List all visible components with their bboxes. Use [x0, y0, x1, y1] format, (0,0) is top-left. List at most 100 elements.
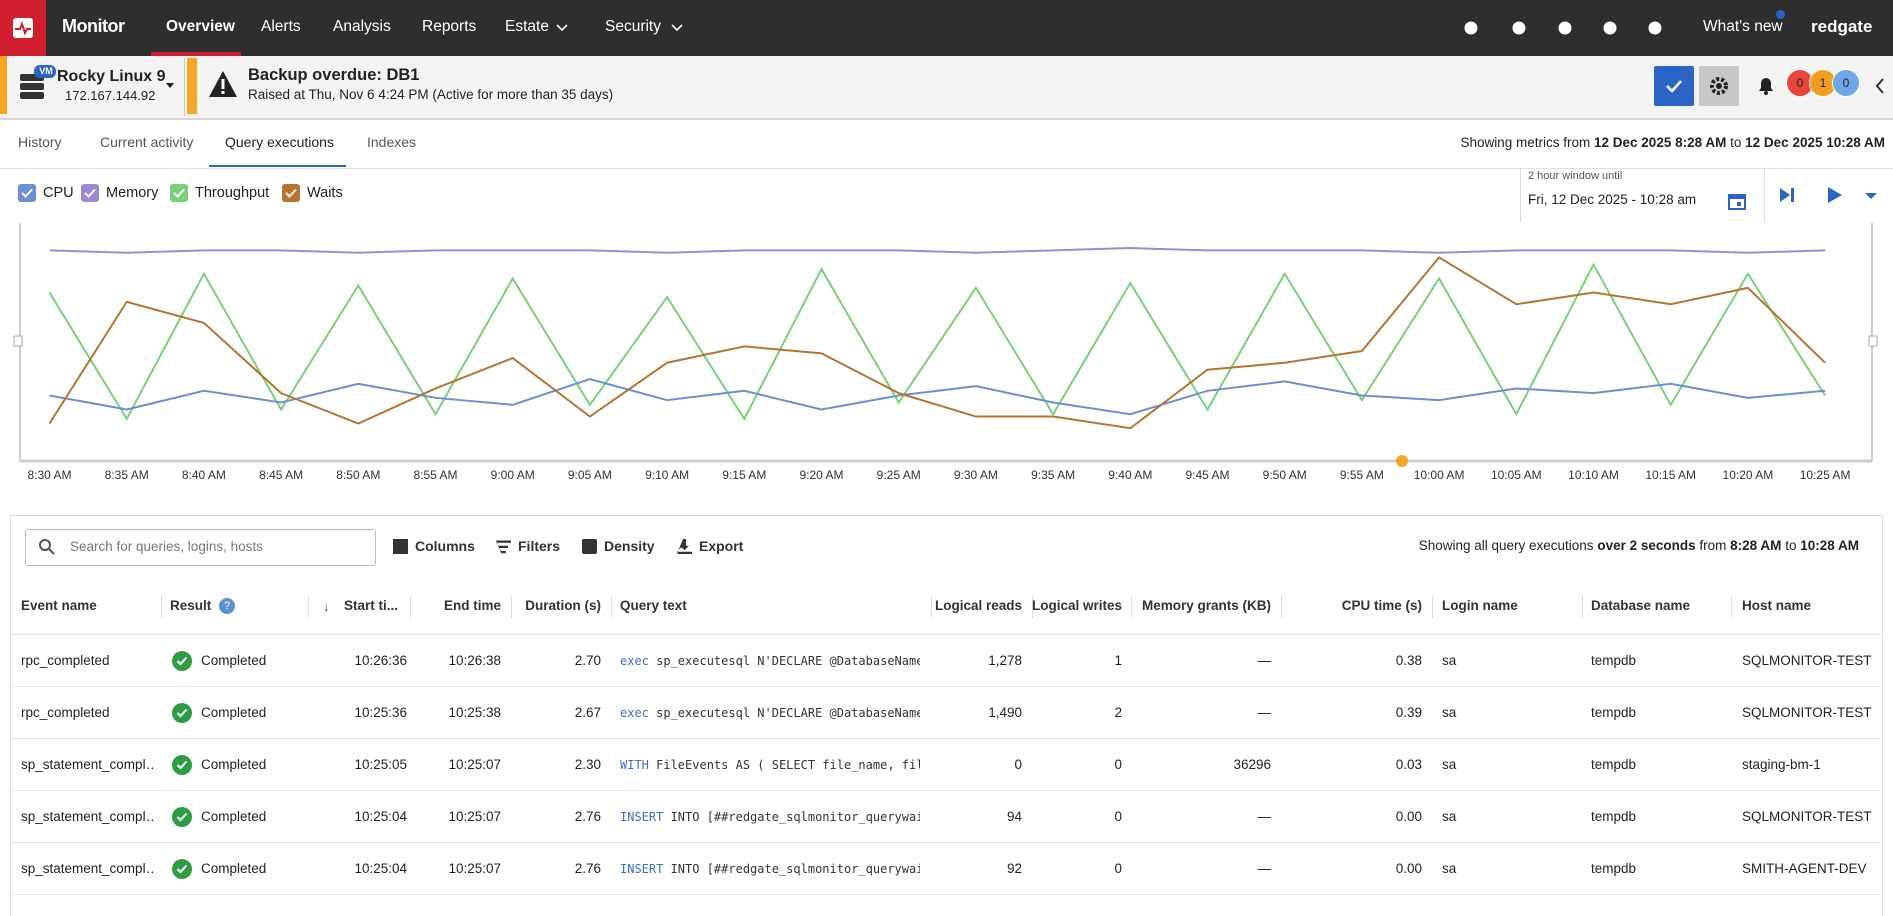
cell: 0.39 [1282, 705, 1422, 720]
column-header[interactable]: Logical writes [1032, 598, 1122, 613]
cell: sp_statement_compl… [21, 809, 156, 824]
calendar-icon[interactable] [1727, 191, 1747, 211]
row-line [10, 738, 1881, 739]
column-header[interactable]: Start ti... [344, 598, 407, 613]
check [282, 184, 300, 202]
legend-checkbox[interactable] [282, 184, 300, 202]
x-tick-label: 8:40 AM [182, 468, 226, 482]
legend-label[interactable]: Memory [106, 185, 158, 201]
alert-count[interactable]: 0 [1832, 69, 1860, 97]
column-header[interactable]: Login name [1442, 598, 1577, 613]
nav-item[interactable]: Overview [166, 18, 235, 36]
legend-label[interactable]: Waits [307, 185, 343, 201]
check [172, 755, 192, 775]
tab[interactable]: History [18, 134, 62, 150]
cell: SQLMONITOR-TEST [1742, 809, 1877, 824]
legend-checkbox[interactable] [18, 184, 36, 202]
cell: sa [1442, 861, 1577, 876]
column-header[interactable]: Database name [1591, 598, 1726, 613]
help-icon[interactable]: ? [219, 598, 235, 614]
nav-item[interactable]: Estate [505, 18, 549, 36]
series-line [50, 379, 1826, 414]
legend-label[interactable]: Throughput [195, 185, 269, 201]
column-separator [1582, 596, 1583, 618]
cell: 10:26:38 [410, 653, 501, 668]
server-dropdown[interactable] [165, 82, 175, 90]
cell: 0 [932, 757, 1022, 772]
column-header[interactable]: Duration (s) [511, 598, 601, 613]
playback-controls[interactable] [1776, 184, 1886, 206]
cell: 92 [932, 861, 1022, 876]
tab[interactable]: Current activity [100, 134, 193, 150]
tab[interactable]: Indexes [367, 134, 416, 150]
collapse-icon[interactable] [1872, 76, 1888, 96]
nav-item[interactable]: Security [605, 18, 661, 36]
toolbar-button[interactable]: Density [604, 538, 655, 554]
column-separator [161, 596, 162, 618]
cell: Completed [201, 809, 266, 824]
legend-label[interactable]: CPU [43, 185, 74, 201]
toolbar-icon[interactable] [393, 539, 408, 554]
row-line [10, 842, 1881, 843]
column-header[interactable]: Memory grants (KB) [1131, 598, 1271, 613]
x-tick-label: 9:40 AM [1108, 468, 1152, 482]
alert-detail: Raised at Thu, Nov 6 4:24 PM (Active for… [248, 87, 613, 102]
nav-icon[interactable] [1556, 19, 1574, 37]
cell: 0 [1032, 809, 1122, 824]
nav-icon[interactable] [1510, 19, 1528, 37]
column-header[interactable]: Query text [620, 598, 920, 613]
cell: 0.38 [1282, 653, 1422, 668]
nav-icon[interactable] [1601, 19, 1619, 37]
cell: tempdb [1591, 653, 1726, 668]
toolbar-button[interactable]: Filters [518, 538, 560, 554]
app-logo[interactable] [0, 0, 46, 56]
whats-new[interactable]: What's new [1703, 18, 1783, 36]
query-text: exec sp_executesql N'DECLARE @DatabaseNa… [620, 654, 920, 668]
settings-button[interactable] [1699, 66, 1739, 106]
nav-item[interactable]: Alerts [261, 18, 301, 36]
series-line [50, 257, 1826, 428]
cell: 10:25:05 [308, 757, 407, 772]
legend-checkbox[interactable] [170, 184, 188, 202]
tab[interactable]: Query executions [225, 134, 334, 150]
nav-icon[interactable] [1646, 19, 1664, 37]
x-tick-label: 9:45 AM [1185, 468, 1229, 482]
x-tick-label: 9:35 AM [1031, 468, 1075, 482]
nav-item[interactable]: Analysis [333, 18, 391, 36]
summary-part: 10:28 AM [1800, 538, 1859, 553]
nav-item[interactable]: Reports [422, 18, 476, 36]
legend-checkbox[interactable] [81, 184, 99, 202]
cell: SQLMONITOR-TEST [1742, 705, 1877, 720]
cell: tempdb [1591, 757, 1726, 772]
toolbar-button[interactable]: Export [699, 538, 743, 554]
cell: tempdb [1591, 705, 1726, 720]
cell: 2.67 [511, 705, 601, 720]
cell: sa [1442, 757, 1577, 772]
check [172, 859, 192, 879]
brand: Monitor [62, 16, 124, 37]
column-header[interactable]: End time [410, 598, 501, 613]
toolbar-button[interactable]: Columns [415, 538, 475, 554]
query-text: INSERT INTO [##redgate_sqlmonitor_queryw… [620, 862, 920, 876]
x-tick-label: 8:55 AM [413, 468, 457, 482]
summary-part: over 2 seconds [1597, 538, 1695, 553]
acknowledge-button[interactable] [1654, 66, 1694, 106]
query-text: exec sp_executesql N'DECLARE @DatabaseNa… [620, 706, 920, 720]
column-header[interactable]: CPU time (s) [1282, 598, 1422, 613]
check [172, 651, 192, 671]
column-header[interactable]: Event name [21, 598, 156, 613]
column-header[interactable]: Host name [1742, 598, 1877, 613]
nav-icon[interactable] [1462, 19, 1480, 37]
bell-icon[interactable] [1755, 75, 1777, 97]
row-line [10, 634, 1881, 635]
cell: 10:25:07 [410, 809, 501, 824]
separator [184, 58, 185, 116]
toolbar-icon[interactable] [582, 539, 597, 554]
cell: 2 [1032, 705, 1122, 720]
handle [1869, 336, 1877, 346]
window-value: Fri, 12 Dec 2025 - 10:28 am [1528, 192, 1696, 207]
column-header[interactable]: Logical reads [932, 598, 1022, 613]
cell: tempdb [1591, 861, 1726, 876]
new-dot [1776, 10, 1785, 19]
cell: sa [1442, 705, 1577, 720]
